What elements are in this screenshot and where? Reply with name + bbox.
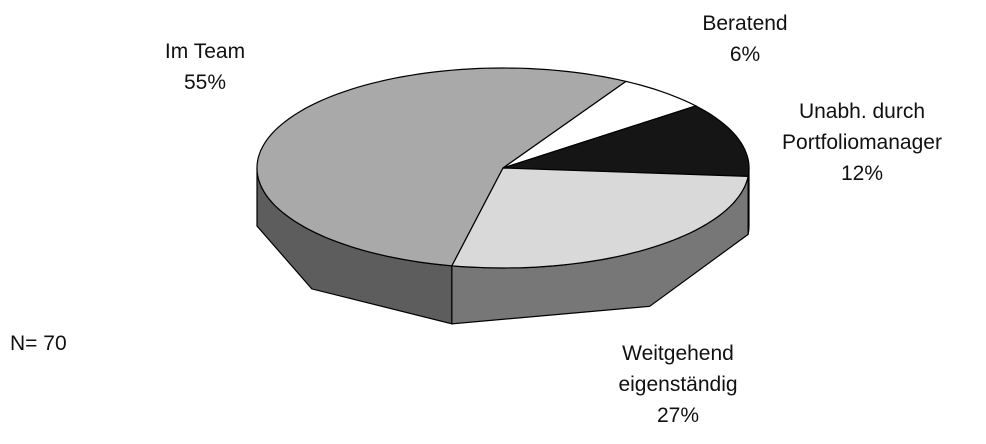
slice-label: Unabh. durch Portfoliomanager xyxy=(782,100,942,154)
slice xyxy=(502,105,750,178)
slice-label: Weitgehend eigenständig xyxy=(618,342,737,396)
slice-label: Beratend xyxy=(702,12,787,35)
slice xyxy=(450,167,749,269)
value-label: 27% xyxy=(657,404,699,427)
slice xyxy=(502,80,698,169)
value-label: 55% xyxy=(184,71,226,94)
slice-label: Im Team xyxy=(165,40,245,63)
slice xyxy=(256,67,628,267)
annotation: N= 70 xyxy=(10,332,67,355)
value-label: 12% xyxy=(841,162,883,185)
value-label: 6% xyxy=(730,43,760,66)
